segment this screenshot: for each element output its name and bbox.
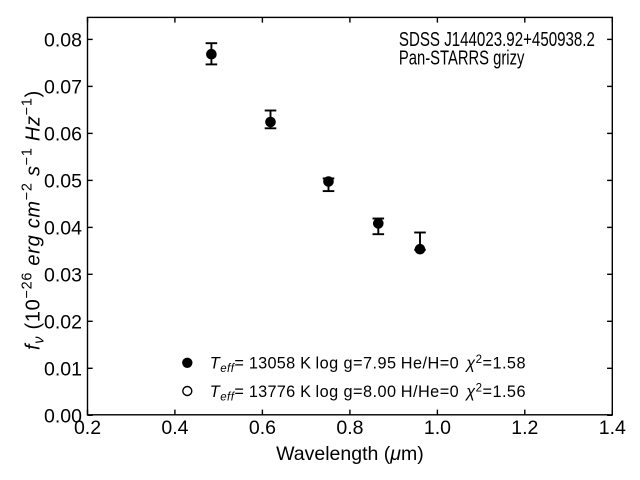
svg-text:0.00: 0.00 <box>44 405 82 427</box>
svg-text:0.8: 0.8 <box>336 417 363 439</box>
svg-text:1.2: 1.2 <box>511 417 538 439</box>
svg-text:0.6: 0.6 <box>249 417 276 439</box>
svg-text:Wavelength (μm): Wavelength (μm) <box>276 443 424 465</box>
svg-text:0.08: 0.08 <box>44 29 82 51</box>
svg-text:1.4: 1.4 <box>599 417 626 439</box>
svg-text:0.02: 0.02 <box>44 311 82 333</box>
svg-text:0.03: 0.03 <box>44 264 82 286</box>
svg-text:0.2: 0.2 <box>74 417 101 439</box>
svg-text:0.04: 0.04 <box>44 217 82 239</box>
svg-text:fν (10−26 erg cm−2 s−1 Hz−1): fν (10−26 erg cm−2 s−1 Hz−1) <box>20 90 48 350</box>
svg-text:0.06: 0.06 <box>44 123 82 145</box>
svg-text:1.0: 1.0 <box>424 417 451 439</box>
svg-text:0.01: 0.01 <box>44 358 82 380</box>
svg-text:SDSS J144023.92+450938.2: SDSS J144023.92+450938.2 <box>399 29 595 51</box>
svg-text:0.4: 0.4 <box>161 417 188 439</box>
svg-text:0.07: 0.07 <box>44 76 82 98</box>
svg-text:Pan-STARRS grizy: Pan-STARRS grizy <box>399 48 525 70</box>
svg-text:0.05: 0.05 <box>44 170 82 192</box>
